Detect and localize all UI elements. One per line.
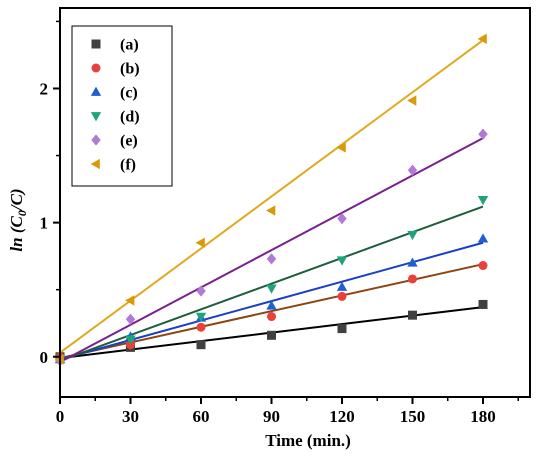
legend-marker-6 [90, 158, 100, 170]
fit-line-2 [59, 263, 484, 360]
y-tick-label: 0 [40, 348, 49, 367]
data-point-series-1 [196, 340, 206, 350]
data-point-series-3 [407, 257, 418, 267]
y-tick-label: 2 [40, 79, 49, 98]
legend-marker-3 [90, 86, 102, 96]
x-tick-label: 180 [470, 407, 496, 426]
data-point-series-6 [195, 237, 205, 248]
x-tick-label: 120 [329, 407, 355, 426]
legend-label-3: (c) [120, 85, 138, 102]
x-axis-label: Time (min.) [265, 431, 351, 450]
legend-label-2: (b) [120, 61, 140, 78]
data-point-series-6 [336, 142, 346, 153]
x-tick-label: 0 [56, 407, 65, 426]
data-point-series-2 [478, 261, 488, 271]
legend-marker-4 [90, 112, 102, 122]
data-point-series-4 [477, 195, 489, 206]
data-point-series-1 [408, 310, 417, 320]
data-point-series-5 [478, 128, 488, 140]
legend-box [71, 25, 173, 187]
data-point-series-5 [196, 285, 206, 297]
data-point-series-6 [407, 95, 417, 106]
data-point-series-5 [125, 313, 136, 325]
legend-label-1: (a) [120, 37, 139, 54]
legend-marker-1 [91, 39, 101, 49]
data-point-series-3 [477, 233, 489, 243]
x-tick-label: 90 [263, 407, 280, 426]
legend-label-6: (f) [120, 157, 136, 174]
data-point-series-4 [336, 256, 348, 266]
axes: 0 30 60 90 120 150 180 0 1 2 [40, 7, 531, 426]
legend-label-4: (d) [120, 109, 140, 126]
data-point-series-2 [408, 274, 417, 284]
legend-marker-5 [91, 134, 101, 146]
x-tick-label: 60 [193, 407, 210, 426]
data-point-series-6 [477, 33, 487, 45]
data-point-series-2 [267, 312, 276, 322]
x-tick-label: 150 [400, 407, 426, 426]
data-point-series-4 [266, 284, 277, 294]
data-point-series-1 [337, 324, 347, 334]
y-axis-label: ln (C0/C) [7, 188, 29, 251]
data-point-series-3 [266, 300, 277, 310]
legend-label-5: (e) [120, 133, 138, 150]
data-point-series-2 [337, 291, 347, 301]
data-point-series-5 [407, 164, 418, 176]
data-point-series-6 [266, 205, 276, 216]
data-point-series-4 [195, 312, 207, 322]
data-point-series-4 [125, 335, 136, 345]
data-point-series-2 [196, 322, 206, 332]
data-point-series-6 [125, 295, 135, 306]
data-point-series-5 [266, 253, 277, 265]
data-point-series-4 [407, 230, 418, 241]
y-tick-label: 1 [40, 214, 49, 233]
x-tick-label: 30 [122, 407, 139, 426]
plot-area [54, 33, 489, 367]
data-point-series-1 [478, 299, 488, 309]
legend: (a) (b) (c) (d) (e) (f) [71, 25, 173, 187]
data-point-series-5 [337, 212, 347, 225]
legend-marker-2 [91, 63, 101, 73]
data-point-series-3 [336, 281, 348, 291]
plot-frame [59, 7, 531, 398]
data-point-series-1 [267, 330, 276, 340]
